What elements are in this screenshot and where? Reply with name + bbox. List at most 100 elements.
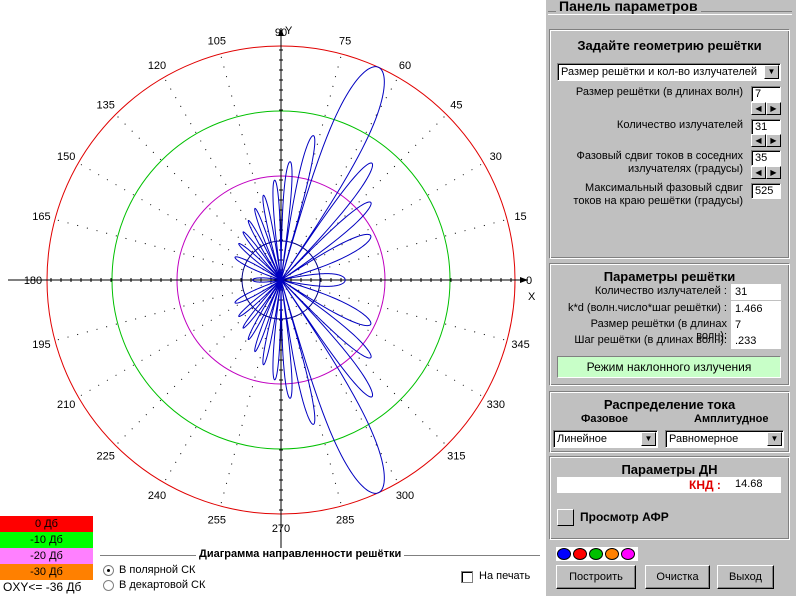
- legend-10db: -10 Дб: [0, 532, 93, 548]
- radial-gridline: [54, 218, 282, 281]
- polar-radio-label: В полярной СК: [119, 564, 196, 576]
- info-kd-label: k*d (волн.число*шаг решётки) :: [567, 302, 727, 314]
- angle-tick-label: 225: [96, 450, 114, 462]
- angle-tick-label: 210: [57, 399, 75, 411]
- geometry-title: Задайте геометрию решётки: [577, 38, 762, 53]
- chevron-down-icon[interactable]: ▼: [767, 432, 782, 446]
- angle-tick-label: 255: [208, 515, 226, 527]
- chevron-down-icon[interactable]: ▼: [764, 65, 779, 79]
- print-checkbox-label: На печать: [479, 570, 531, 582]
- polar-radio[interactable]: [103, 565, 114, 576]
- angle-tick-label: 60: [399, 60, 411, 72]
- geometry-mode-value: Размер решётки и кол-во излучателей: [561, 66, 758, 78]
- angle-tick-label: 105: [208, 35, 226, 47]
- color-swatch-magenta[interactable]: [621, 548, 635, 560]
- chevron-down-icon[interactable]: ▼: [641, 432, 656, 446]
- color-swatch-orange[interactable]: [605, 548, 619, 560]
- size-spinner[interactable]: ◀ ▶: [751, 102, 781, 115]
- cartesian-radio[interactable]: [103, 580, 114, 591]
- arrow-left-icon[interactable]: ◀: [751, 166, 766, 179]
- polar-plot-area: 0153045607590105120135150165180195210225…: [8, 25, 536, 548]
- angle-tick-label: 120: [148, 60, 166, 72]
- radial-gridline: [115, 279, 282, 446]
- phase-shift-input[interactable]: 35: [751, 150, 781, 166]
- phase-shift-label: Фазовый сдвиг токов в соседних излучател…: [576, 150, 743, 175]
- dn-title: Параметры ДН: [621, 462, 718, 477]
- y-axis-label: Y: [285, 25, 293, 37]
- arrow-right-icon[interactable]: ▶: [766, 134, 781, 147]
- max-phase-label: Максимальный фазовый сдвиг токов на краю…: [573, 182, 743, 207]
- legend-30db: -30 Дб: [0, 564, 93, 580]
- angle-tick-label: 345: [511, 339, 529, 351]
- arrow-right-icon[interactable]: ▶: [766, 102, 781, 115]
- info-kd-value: 1.466: [731, 301, 781, 317]
- amp-dist-select[interactable]: Равномерное ▼: [665, 430, 784, 448]
- panel-title: Панель параметров: [556, 0, 701, 14]
- color-swatch-green[interactable]: [589, 548, 603, 560]
- count-spinner[interactable]: ◀ ▶: [751, 134, 781, 147]
- angle-tick-label: 75: [339, 35, 351, 47]
- max-phase-input[interactable]: 525: [751, 183, 781, 199]
- count-input[interactable]: 31: [751, 119, 781, 135]
- info-size-label: Размер решётки (в длинах волн):: [590, 318, 727, 342]
- clear-button[interactable]: Очистка: [645, 565, 710, 589]
- phase-shift-spinner[interactable]: ◀ ▶: [751, 166, 781, 179]
- amp-dist-label: Амплитудное: [694, 413, 769, 425]
- color-swatch-blue[interactable]: [557, 548, 571, 560]
- build-button[interactable]: Построить: [556, 565, 636, 589]
- amp-dist-value: Равномерное: [669, 433, 739, 445]
- print-checkbox[interactable]: [461, 571, 473, 583]
- knd-label: КНД :: [689, 478, 721, 492]
- radiation-pattern-line: [234, 66, 385, 494]
- x-axis-label: X: [528, 291, 536, 303]
- exit-button[interactable]: Выход: [717, 565, 774, 589]
- params-title: Параметры решётки: [603, 269, 736, 284]
- angle-tick-label: 0: [526, 275, 532, 287]
- arrow-left-icon[interactable]: ◀: [751, 102, 766, 115]
- angle-tick-label: 165: [32, 211, 50, 223]
- info-count-value: 31: [731, 284, 781, 300]
- legend-20db: -20 Дб: [0, 548, 93, 564]
- polar-chart: 0153045607590105120135150165180195210225…: [8, 25, 536, 548]
- cartesian-radio-label: В декартовой СК: [119, 579, 206, 591]
- angle-tick-label: 30: [490, 151, 502, 163]
- size-label: Размер решётки (в длинах волн): [575, 86, 743, 98]
- legend-0db: 0 Дб: [0, 516, 93, 532]
- radial-gridline: [54, 279, 282, 342]
- knd-bar: [557, 477, 781, 493]
- geometry-mode-select[interactable]: Размер решётки и кол-во излучателей ▼: [557, 63, 781, 81]
- angle-tick-label: 195: [32, 339, 50, 351]
- angle-tick-label: 285: [336, 515, 354, 527]
- radial-gridline: [115, 114, 282, 281]
- mode-status-badge: Режим наклонного излучения: [557, 356, 781, 378]
- info-count-label: Количество излучателей :: [594, 285, 727, 297]
- angle-tick-label: 300: [396, 490, 414, 502]
- angle-tick-label: 330: [487, 399, 505, 411]
- y-axis-arrow-icon: [278, 28, 284, 36]
- legend-floor-label: OXY<= -36 Дб: [3, 580, 82, 594]
- afr-toggle-button[interactable]: [557, 509, 574, 526]
- knd-value: 14.68: [735, 478, 763, 490]
- arrow-left-icon[interactable]: ◀: [751, 134, 766, 147]
- angle-tick-label: 240: [148, 490, 166, 502]
- size-input[interactable]: 7: [751, 86, 781, 102]
- angle-tick-label: 315: [447, 450, 465, 462]
- angle-tick-label: 45: [450, 100, 462, 112]
- info-step-value: .233: [731, 333, 781, 349]
- info-step-label: Шаг решётки (в длинах волн):: [574, 334, 727, 346]
- angle-tick-label: 135: [96, 100, 114, 112]
- afr-label: Просмотр АФР: [580, 510, 669, 524]
- angle-tick-label: 180: [24, 275, 42, 287]
- phase-dist-label: Фазовое: [581, 413, 629, 425]
- phase-dist-select[interactable]: Линейное ▼: [553, 430, 658, 448]
- angle-tick-label: 15: [514, 211, 526, 223]
- angle-tick-label: 150: [57, 151, 75, 163]
- current-title: Распределение тока: [603, 397, 736, 412]
- dn-group: [549, 456, 790, 540]
- phase-dist-value: Линейное: [557, 433, 608, 445]
- info-size-value: 7: [731, 317, 781, 333]
- arrow-right-icon[interactable]: ▶: [766, 166, 781, 179]
- color-swatch-red[interactable]: [573, 548, 587, 560]
- diagram-title: Диаграмма направленности решётки: [196, 548, 405, 560]
- count-label: Количество излучателей: [616, 119, 743, 131]
